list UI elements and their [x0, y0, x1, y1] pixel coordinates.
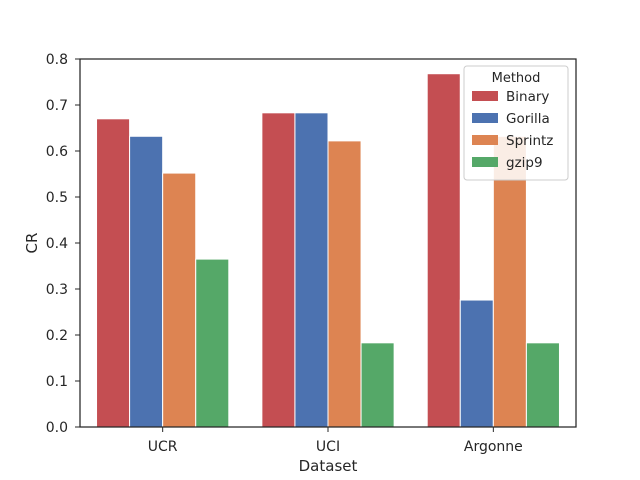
legend-swatch-gorilla [472, 113, 498, 123]
legend: Method Binary Gorilla Sprintz gzip9 [463, 65, 569, 181]
legend-title: Method [492, 71, 541, 86]
bar-binary-argonne [426, 73, 461, 428]
y-tick-label: 0.1 [46, 374, 68, 390]
x-tick-label: UCI [316, 439, 340, 455]
y-tick-label: 0.2 [46, 328, 68, 344]
bar-sprintz-uci [327, 140, 362, 428]
y-tick-label: 0.6 [46, 144, 68, 160]
bar-gzip9-uci [360, 342, 395, 428]
y-tick-label: 0.8 [46, 52, 68, 68]
bar-gzip9-argonne [525, 342, 560, 428]
bar-gorilla-argonne [459, 299, 494, 428]
legend-swatch-binary [472, 91, 498, 101]
legend-swatch-gzip9 [472, 157, 498, 167]
x-axis-label: Dataset [299, 457, 358, 475]
bar-gzip9-ucr [195, 258, 230, 428]
bar-sprintz-ucr [162, 172, 197, 428]
legend-label-binary: Binary [506, 89, 549, 105]
y-tick-label: 0.5 [46, 190, 68, 206]
legend-label-gorilla: Gorilla [506, 111, 550, 127]
legend-swatch-sprintz [472, 135, 498, 145]
bar-gorilla-ucr [129, 135, 164, 428]
bar-gorilla-uci [294, 112, 329, 428]
y-tick-label: 0.3 [46, 282, 68, 298]
bar-binary-ucr [96, 118, 131, 428]
bars-group [96, 73, 560, 428]
legend-label-sprintz: Sprintz [506, 133, 553, 149]
legend-label-gzip9: gzip9 [506, 155, 543, 171]
legend-items: Binary Gorilla Sprintz gzip9 [472, 89, 553, 171]
bar-binary-uci [261, 112, 296, 428]
x-ticks: UCR UCI Argonne [148, 427, 523, 455]
x-tick-label: Argonne [464, 439, 523, 455]
y-ticks: 0.0 0.1 0.2 0.3 0.4 0.5 0.6 0.7 0.8 [46, 52, 80, 436]
x-tick-label: UCR [148, 439, 178, 455]
y-axis-label: CR [23, 233, 41, 254]
y-tick-label: 0.0 [46, 420, 68, 436]
y-tick-label: 0.7 [46, 98, 68, 114]
y-tick-label: 0.4 [46, 236, 68, 252]
